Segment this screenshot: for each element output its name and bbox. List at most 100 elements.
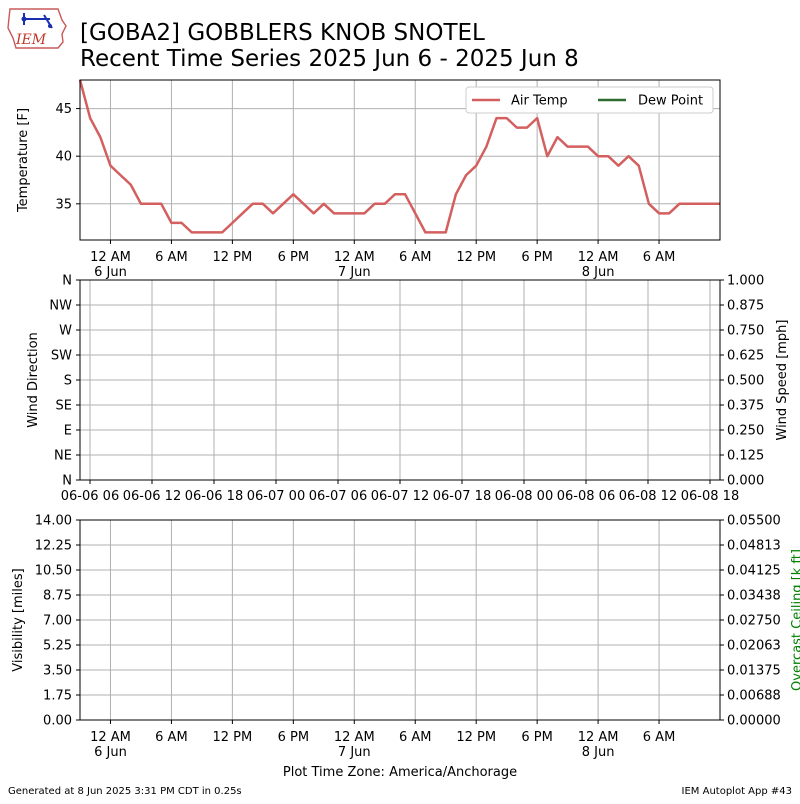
wind-direction-tick-label: NE: [54, 449, 72, 464]
visibility-date-label: 6 Jun: [94, 745, 127, 760]
visibility-x-tick-label: 6 AM: [643, 730, 676, 745]
temperature-y-ticks: 35 40 45: [55, 102, 80, 212]
temperature-panel: 35 40 45 12 AM 6 AM 12 PM 6 PM 12 AM 6 AM 12 PM 6…: [16, 79, 721, 280]
wind-speed-tick-label: 0.500: [727, 374, 764, 389]
generated-footer: Generated at 8 Jun 2025 3:31 PM CDT in 0…: [8, 786, 242, 797]
wind-direction-tick-label: SW: [51, 349, 72, 364]
visibility-y-tick-label: 3.50: [43, 664, 72, 679]
ceiling-y-tick-label: 0.04125: [727, 564, 781, 579]
wind-x-tick-label: 06-08 06: [557, 489, 615, 504]
wind-x-ticks: 06-06 06 06-06 12 06-06 18 06-07 00 06-07 06…: [61, 480, 739, 504]
logo-text: IEM: [15, 32, 47, 48]
wind-speed-label: Wind Speed [mph]: [775, 320, 790, 441]
temperature-x-tick-label: 12 PM: [213, 250, 253, 265]
visibility-y-tick-label: 7.00: [43, 614, 72, 629]
wind-x-tick-label: 06-07 00: [247, 489, 305, 504]
temperature-x-tick-label: 6 PM: [521, 250, 552, 265]
ceiling-y-ticks: 0.00000 0.00688 0.01375 0.02063 0.02750 0.034…: [720, 514, 781, 729]
temperature-x-tick-label: 12 PM: [456, 250, 496, 265]
ceiling-y-tick-label: 0.04813: [727, 539, 781, 554]
ceiling-y-tick-label: 0.03438: [727, 589, 781, 604]
ceiling-y-tick-label: 0.00688: [727, 689, 781, 704]
ceiling-y-tick-label: 0.01375: [727, 664, 781, 679]
wind-speed-ticks: 0.000 0.125 0.250 0.375 0.500 0.625 0.750 0.875…: [720, 274, 764, 489]
temperature-x-tick-label: 6 AM: [155, 250, 188, 265]
chart-title-line1: [GOBA2] GOBBLERS KNOB SNOTEL: [80, 20, 485, 46]
visibility-y-tick-label: 1.75: [43, 689, 72, 704]
wind-x-tick-label: 06-08 18: [681, 489, 739, 504]
visibility-x-tick-label: 12 AM: [334, 730, 375, 745]
station-glyph-icon: [21, 13, 53, 29]
temperature-date-label: 6 Jun: [94, 265, 127, 280]
visibility-x-tick-label: 12 AM: [90, 730, 131, 745]
wind-speed-tick-label: 0.375: [727, 399, 764, 414]
temperature-y-tick-label: 45: [55, 102, 72, 117]
wind-speed-tick-label: 0.000: [727, 474, 764, 489]
wind-direction-label: Wind Direction: [26, 332, 41, 428]
wind-x-tick-label: 06-08 00: [495, 489, 553, 504]
temperature-y-tick-label: 40: [55, 150, 72, 165]
wind-direction-tick-label: SE: [56, 399, 72, 414]
visibility-y-tick-label: 5.25: [43, 639, 72, 654]
legend-label-air-temp: Air Temp: [511, 94, 568, 109]
series-line-air-temp: [78, 79, 720, 234]
ceiling-y-label: Overcast Ceiling [k ft]: [790, 549, 800, 691]
ceiling-y-tick-label: 0.05500: [727, 514, 781, 529]
wind-speed-tick-label: 0.125: [727, 449, 764, 464]
temperature-x-tick-label: 12 AM: [90, 250, 131, 265]
temperature-x-ticks: 12 AM 6 AM 12 PM 6 PM 12 AM 6 AM 12 PM 6 PM 12 A…: [90, 240, 675, 280]
visibility-x-tick-label: 12 AM: [578, 730, 619, 745]
wind-x-tick-label: 06-06 12: [123, 489, 181, 504]
visibility-y-tick-label: 12.25: [35, 539, 72, 554]
wind-direction-ticks: N NE E SE S SW W NW N: [49, 274, 80, 489]
visibility-grid: [80, 519, 720, 721]
wind-x-tick-label: 06-06 18: [185, 489, 243, 504]
temperature-plot-frame: [79, 79, 721, 241]
temperature-date-label: 8 Jun: [582, 265, 615, 280]
temperature-y-tick-label: 35: [55, 197, 72, 212]
wind-speed-tick-label: 0.875: [727, 299, 764, 314]
temperature-x-tick-label: 12 AM: [578, 250, 619, 265]
visibility-x-tick-label: 6 PM: [521, 730, 552, 745]
visibility-panel: 0.001.753.505.257.008.7510.5012.2514.00 …: [11, 514, 800, 761]
temperature-x-tick-label: 6 AM: [643, 250, 676, 265]
temperature-series: [78, 79, 720, 234]
temperature-x-tick-label: 6 PM: [278, 250, 309, 265]
ceiling-y-tick-label: 0.00000: [727, 714, 781, 729]
visibility-date-label: 7 Jun: [338, 745, 371, 760]
visibility-y-tick-label: 10.50: [35, 564, 72, 579]
wind-direction-tick-label: N: [62, 274, 72, 289]
visibility-x-tick-label: 6 PM: [278, 730, 309, 745]
visibility-x-tick-label: 12 PM: [213, 730, 253, 745]
temperature-y-label: Temperature [F]: [16, 108, 31, 213]
temperature-x-tick-label: 12 AM: [334, 250, 375, 265]
visibility-y-tick-label: 8.75: [43, 589, 72, 604]
visibility-y-label: Visibility [miles]: [11, 568, 26, 671]
visibility-y-tick-label: 14.00: [35, 514, 72, 529]
ceiling-y-tick-label: 0.02750: [727, 614, 781, 629]
wind-x-tick-label: 06-07 12: [371, 489, 429, 504]
wind-grid: [80, 279, 720, 481]
visibility-y-ticks: 0.00 1.75 3.50 5.25 7.00 8.75 10.50 12.25 14.00: [35, 514, 80, 729]
wind-speed-tick-label: 0.250: [727, 424, 764, 439]
wind-direction-tick-label: N: [62, 474, 72, 489]
wind-x-tick-label: 06-06 06: [61, 489, 119, 504]
temperature-x-tick-label: 6 AM: [399, 250, 432, 265]
visibility-x-tick-label: 6 AM: [155, 730, 188, 745]
visibility-y-tick-label: 0.00: [43, 714, 72, 729]
app-footer: IEM Autoplot App #43: [682, 786, 792, 797]
wind-x-tick-label: 06-07 18: [433, 489, 491, 504]
legend-label-dew-point: Dew Point: [638, 94, 703, 109]
visibility-x-tick-label: 6 AM: [399, 730, 432, 745]
wind-x-tick-label: 06-08 12: [619, 489, 677, 504]
wind-direction-tick-label: NW: [49, 299, 72, 314]
temperature-date-label: 7 Jun: [338, 265, 371, 280]
timezone-label: Plot Time Zone: America/Anchorage: [283, 765, 517, 780]
wind-speed-tick-label: 0.625: [727, 349, 764, 364]
wind-speed-tick-label: 1.000: [727, 274, 764, 289]
visibility-x-ticks: 12 AM 6 AM 12 PM 6 PM 12 AM 6 AM 12 PM 6 PM 12 A…: [90, 720, 675, 760]
ceiling-y-tick-label: 0.02063: [727, 639, 781, 654]
